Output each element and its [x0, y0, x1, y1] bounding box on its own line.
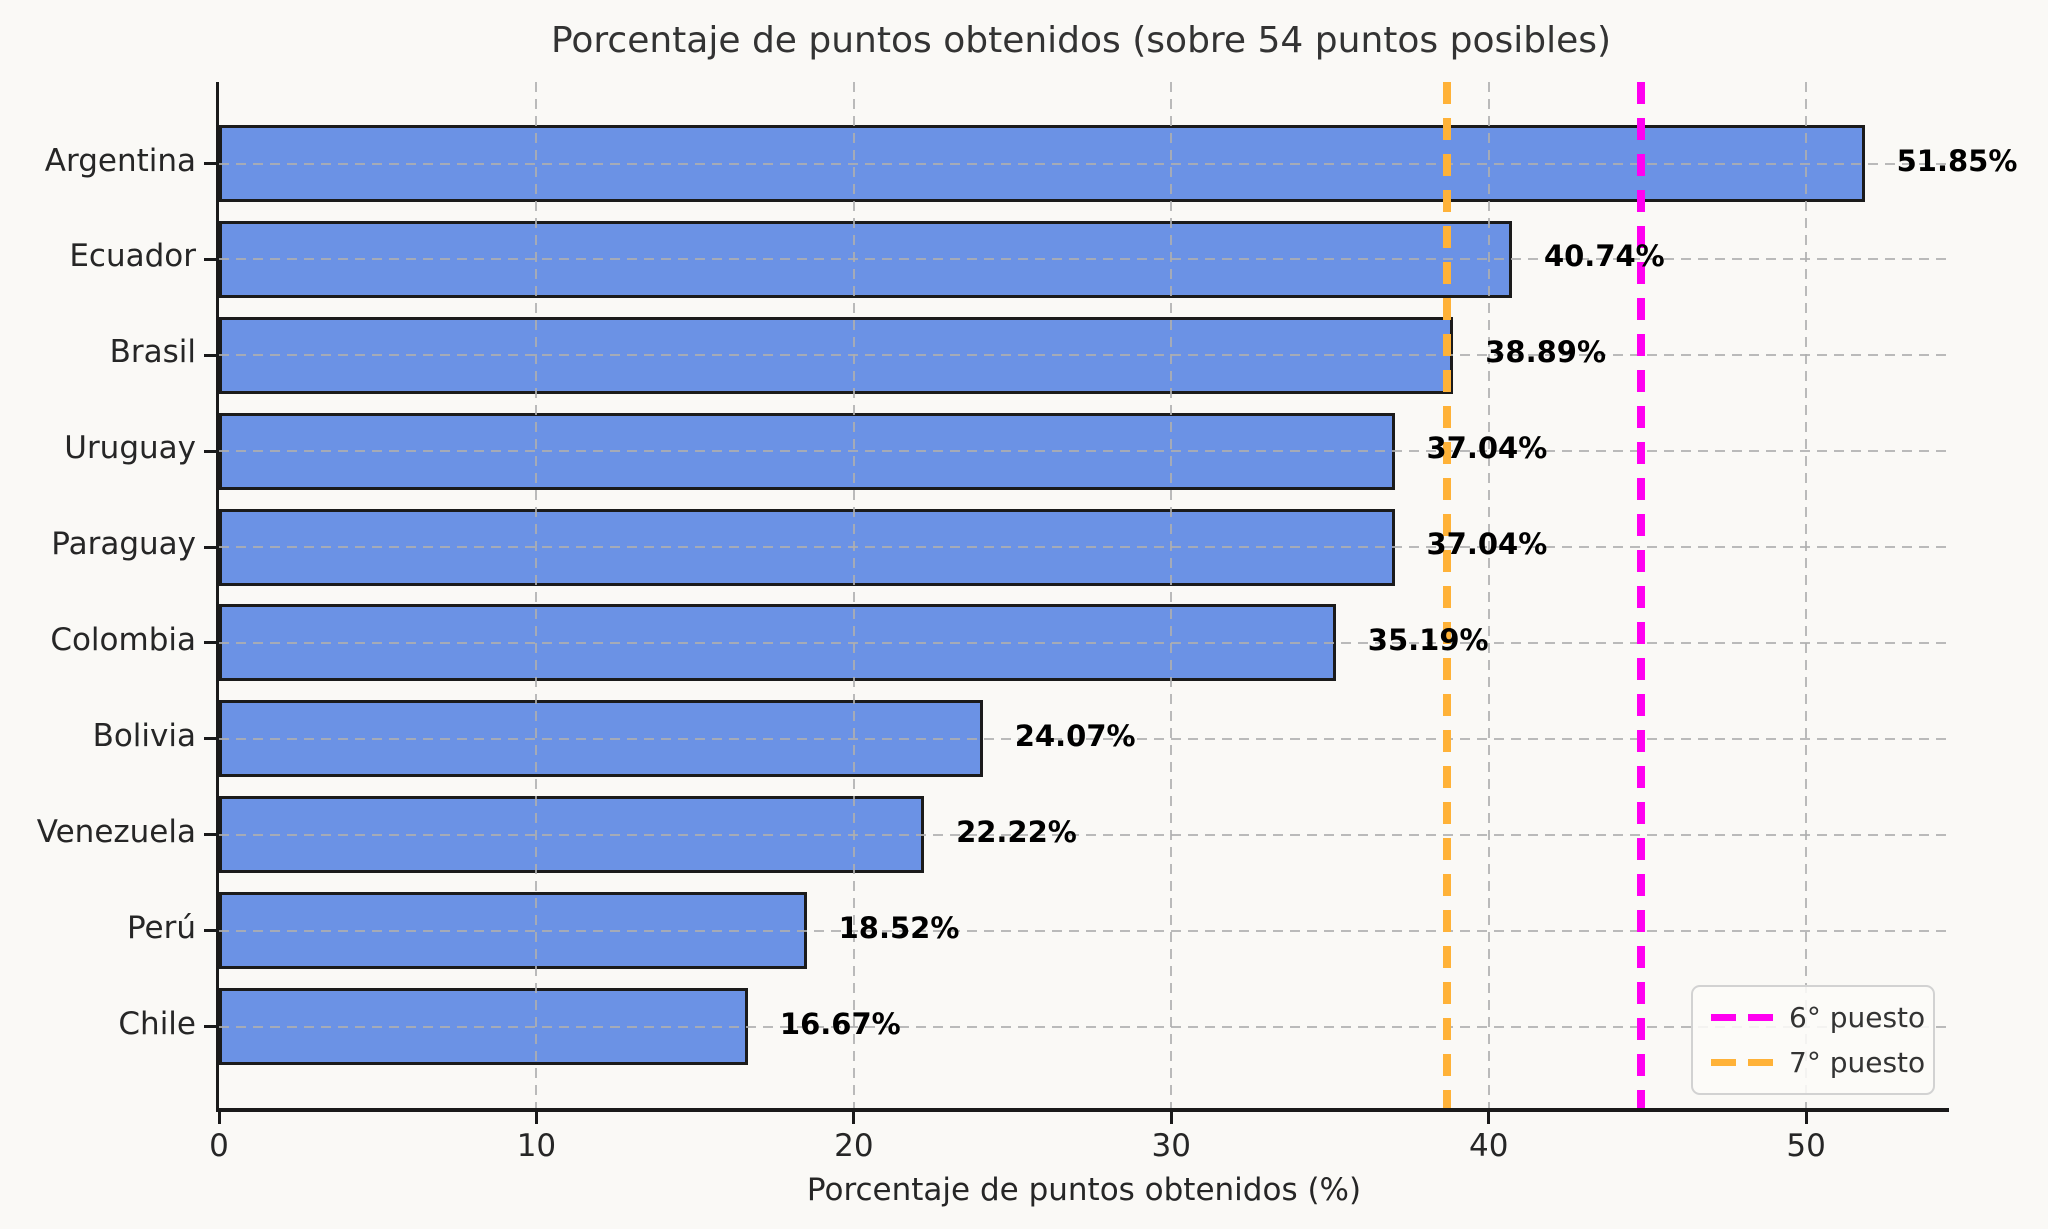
y-tick-mark — [204, 737, 216, 741]
value-label: 16.67% — [779, 1006, 901, 1041]
gridline-horizontal — [219, 641, 1949, 644]
category-label: Brasil — [109, 334, 196, 371]
gridline-vertical — [852, 82, 855, 1108]
y-tick-mark — [204, 162, 216, 165]
y-tick-mark — [204, 449, 216, 453]
legend-dash-6-puesto-icon — [1711, 1014, 1773, 1021]
category-label: Venezuela — [36, 813, 196, 850]
x-tick-label: 50 — [1786, 1128, 1826, 1164]
category-label: Paraguay — [51, 526, 196, 563]
value-label: 37.04% — [1426, 527, 1548, 562]
value-label: 18.52% — [838, 910, 960, 945]
x-tick-mark — [1804, 1110, 1808, 1124]
legend-row-6-puesto: 6° puesto — [1711, 1001, 1925, 1034]
category-label: Chile — [118, 1005, 196, 1042]
y-tick-mark — [204, 257, 216, 261]
gridline-vertical — [1487, 82, 1490, 1108]
gridline-vertical — [1805, 82, 1808, 1108]
legend-row-7-puesto: 7° puesto — [1711, 1046, 1925, 1079]
y-tick-mark — [204, 1025, 216, 1028]
category-label: Colombia — [50, 621, 196, 658]
gridline-horizontal — [219, 450, 1949, 453]
gridline-horizontal — [219, 546, 1949, 549]
value-label: 40.74% — [1543, 239, 1665, 274]
y-tick-mark — [204, 929, 216, 933]
category-label: Argentina — [44, 142, 196, 179]
value-label: 51.85% — [1896, 143, 2018, 178]
x-tick-mark — [1487, 1110, 1491, 1124]
legend-label-7-puesto: 7° puesto — [1789, 1046, 1926, 1079]
gridline-horizontal — [219, 737, 1949, 740]
x-tick-mark — [217, 1110, 221, 1124]
gridline-horizontal — [219, 1025, 1949, 1028]
y-tick-mark — [204, 353, 216, 357]
x-tick-mark — [852, 1110, 856, 1124]
legend-dash-7-puesto-icon — [1711, 1059, 1773, 1066]
value-label: 35.19% — [1367, 622, 1489, 657]
x-tick-label: 30 — [1151, 1128, 1191, 1164]
x-tick-label: 10 — [516, 1128, 557, 1164]
value-label: 37.04% — [1426, 431, 1548, 466]
x-tick-label: 0 — [209, 1128, 229, 1164]
value-label: 24.07% — [1014, 718, 1136, 753]
category-label: Uruguay — [64, 430, 196, 467]
y-tick-mark — [204, 833, 216, 837]
category-label: Bolivia — [92, 717, 196, 754]
x-tick-mark — [534, 1110, 538, 1124]
x-axis-label: Porcentaje de puntos obtenidos (%) — [806, 1172, 1362, 1208]
y-tick-mark — [204, 545, 216, 549]
gridline-horizontal — [219, 162, 1949, 165]
gridline-horizontal — [219, 929, 1949, 932]
x-tick-mark — [1169, 1110, 1173, 1124]
gridline-horizontal — [219, 833, 1949, 836]
gridline-horizontal — [219, 354, 1949, 357]
category-label: Perú — [126, 909, 196, 946]
legend-label-6-puesto: 6° puesto — [1789, 1001, 1926, 1034]
reference-line-7-puesto — [1443, 82, 1452, 1108]
y-tick-mark — [204, 641, 216, 645]
reference-line-6-puesto — [1637, 82, 1646, 1108]
plot-area: Porcentaje de puntos obtenidos (%) 6° pu… — [37, 82, 2017, 1208]
gridline-vertical — [535, 82, 538, 1108]
value-label: 22.22% — [956, 814, 1077, 849]
value-label: 38.89% — [1485, 335, 1607, 370]
gridline-vertical — [1170, 82, 1173, 1108]
chart-title: Porcentaje de puntos obtenidos (sobre 54… — [550, 20, 1612, 61]
x-tick-label: 20 — [834, 1128, 874, 1164]
category-label: Ecuador — [69, 238, 196, 275]
gridline-horizontal — [219, 258, 1949, 261]
x-tick-label: 40 — [1468, 1128, 1509, 1164]
legend: 6° puesto 7° puesto — [1691, 985, 1935, 1095]
